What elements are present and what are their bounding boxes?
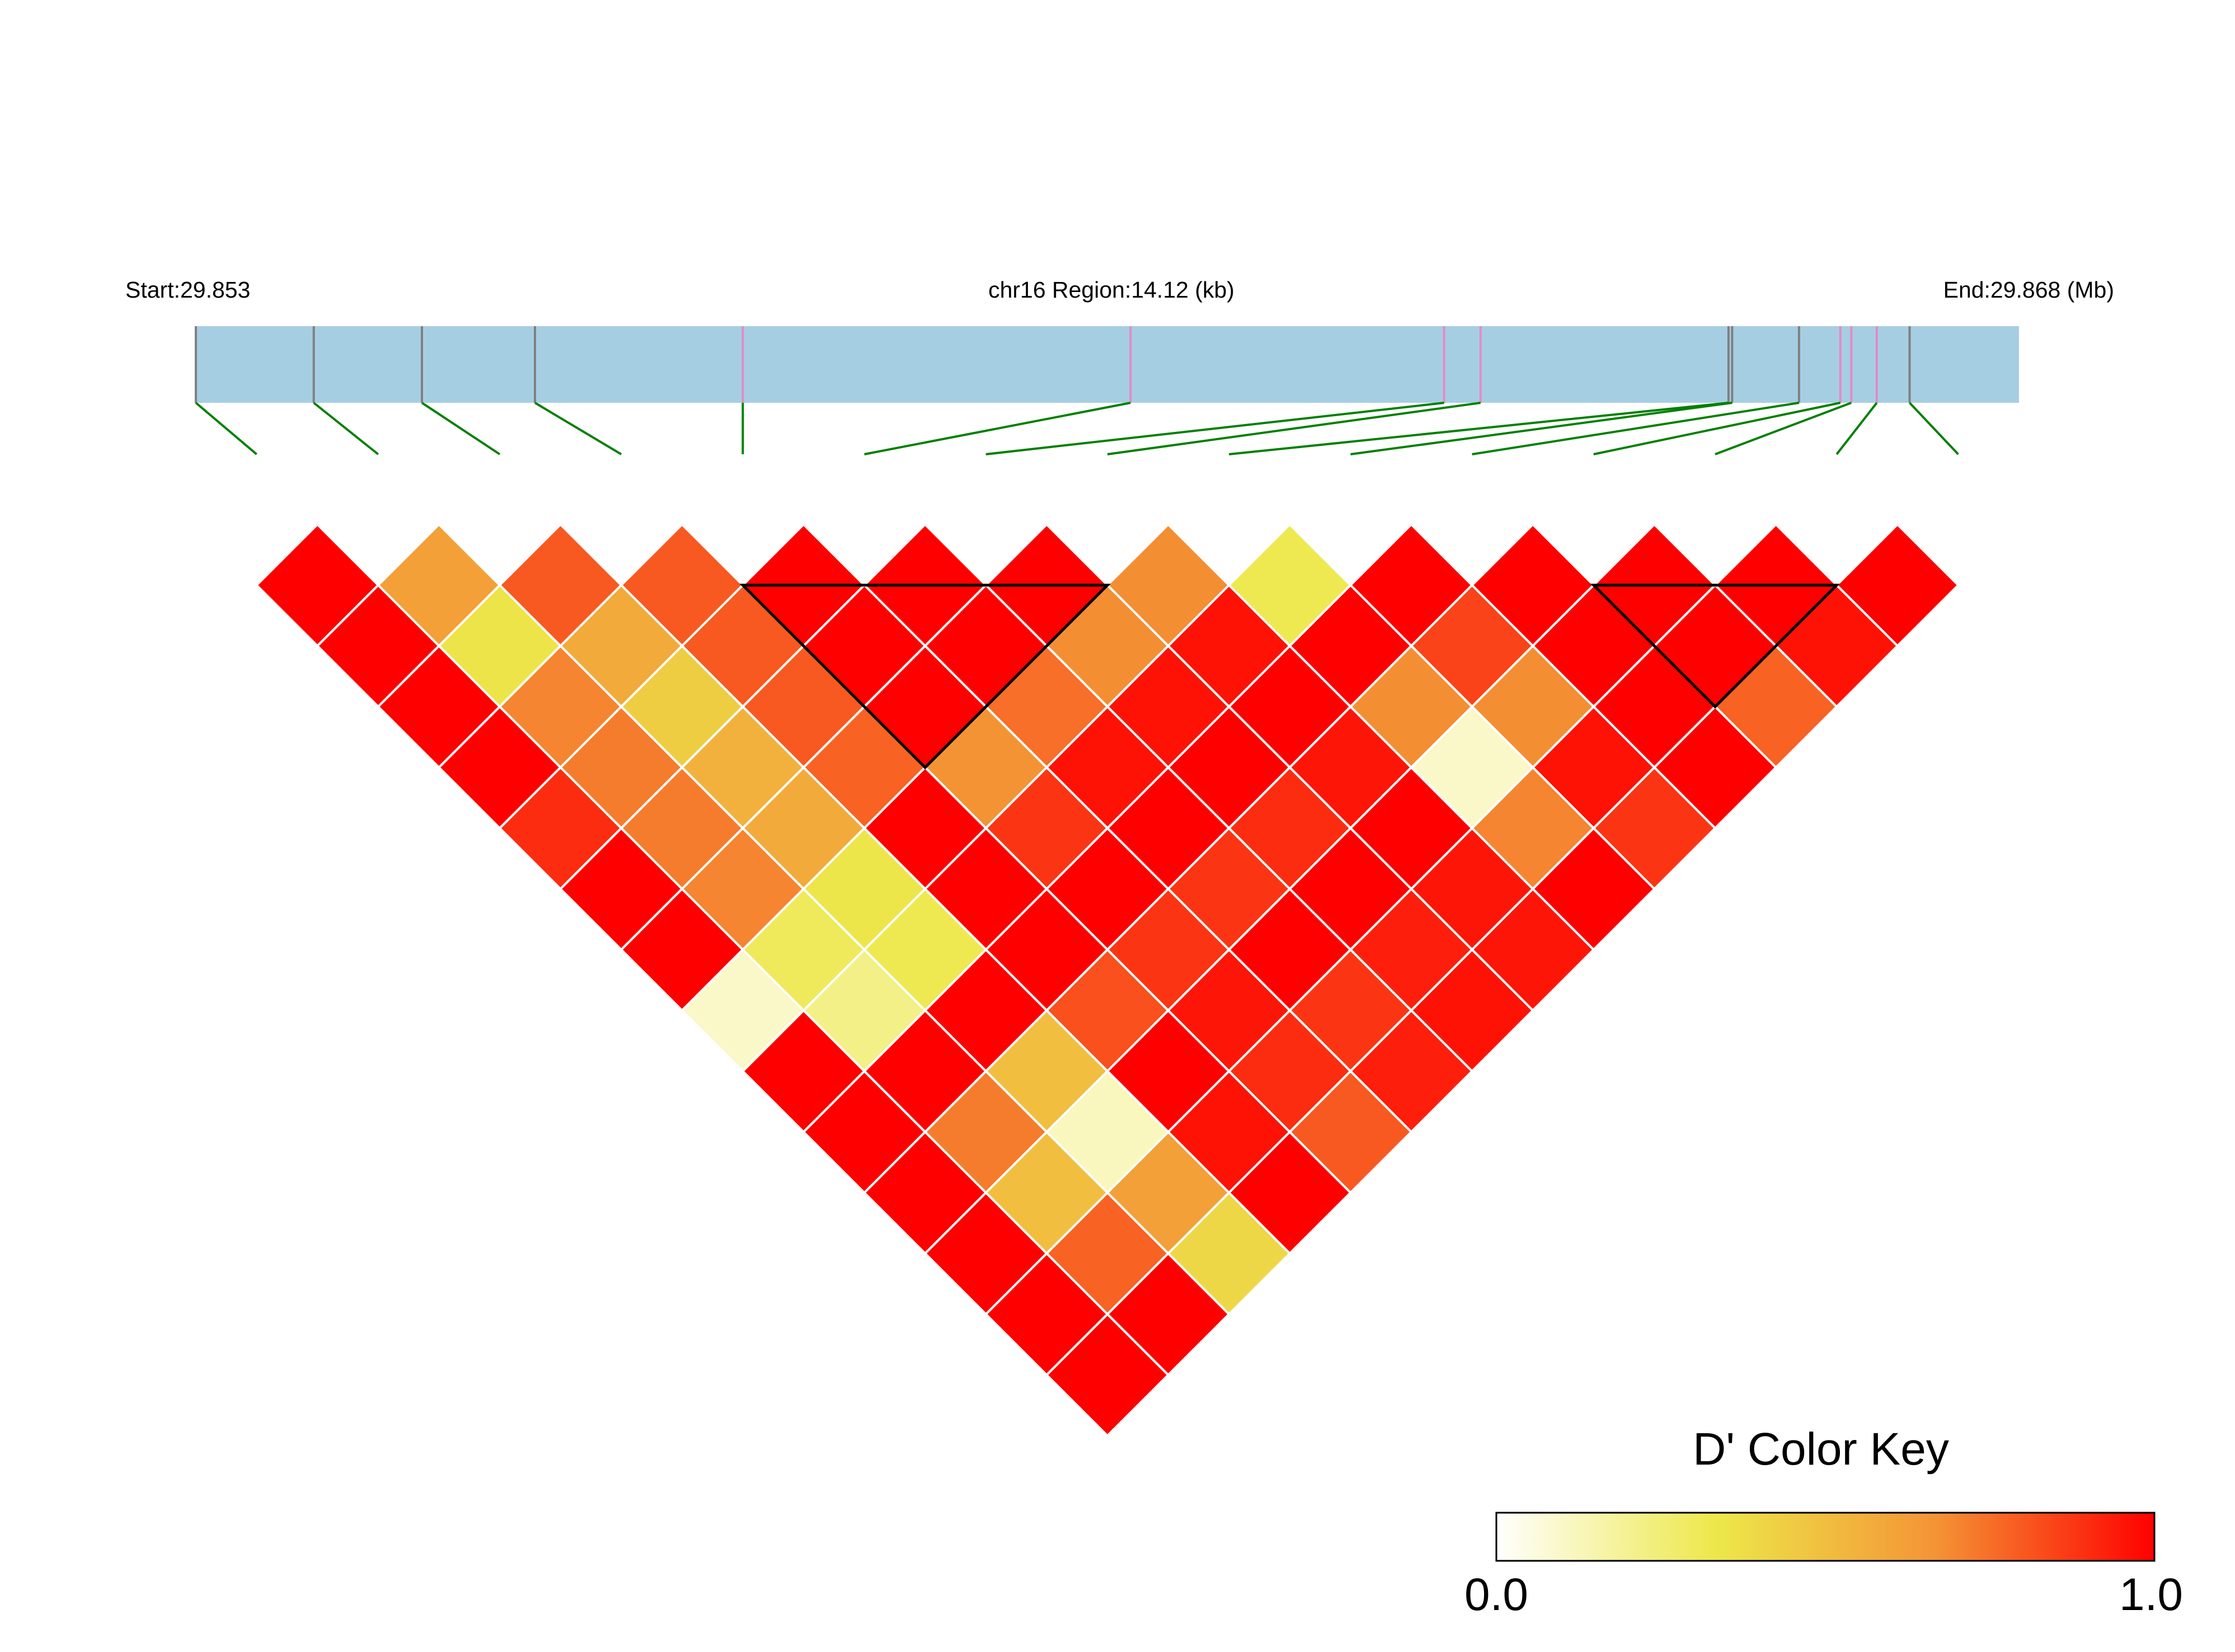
color-key-min-label: 0.0 — [1464, 1569, 1528, 1620]
snp-connector — [1593, 402, 1841, 455]
haplotype-block-outline — [739, 583, 1111, 770]
snp-position-ticks — [195, 326, 1911, 403]
snp-connector — [1472, 402, 1800, 455]
start-label: Start:29.853 — [125, 277, 250, 303]
snp-connector — [421, 402, 501, 455]
chromosome-region-track — [196, 326, 2019, 403]
snp-connector — [1715, 402, 1852, 455]
snp-connector — [195, 402, 257, 455]
end-label: End:29.868 (Mb) — [1943, 277, 2114, 303]
haplotype-blocks — [739, 583, 1840, 770]
snp-connector — [313, 402, 379, 455]
snp-connector — [985, 402, 1444, 455]
ld-cells — [255, 523, 1960, 1438]
haplotype-block-outline — [1590, 583, 1840, 709]
snp-connector — [1228, 402, 1729, 455]
snp-connector — [1909, 402, 1959, 455]
snp-connector-lines — [195, 402, 1959, 455]
snp-connector — [1350, 402, 1732, 455]
snp-connector — [534, 402, 622, 455]
color-key-title: D' Color Key — [1693, 1424, 1949, 1475]
snp-connector — [1835, 402, 1878, 455]
color-key-bar — [1495, 1512, 2156, 1562]
ld-cell — [1045, 1312, 1170, 1438]
region-label: chr16 Region:14.12 (kb) — [988, 277, 1234, 303]
color-key-max-label: 1.0 — [2119, 1569, 2183, 1620]
snp-connector — [864, 402, 1131, 455]
snp-connector — [1107, 402, 1481, 455]
